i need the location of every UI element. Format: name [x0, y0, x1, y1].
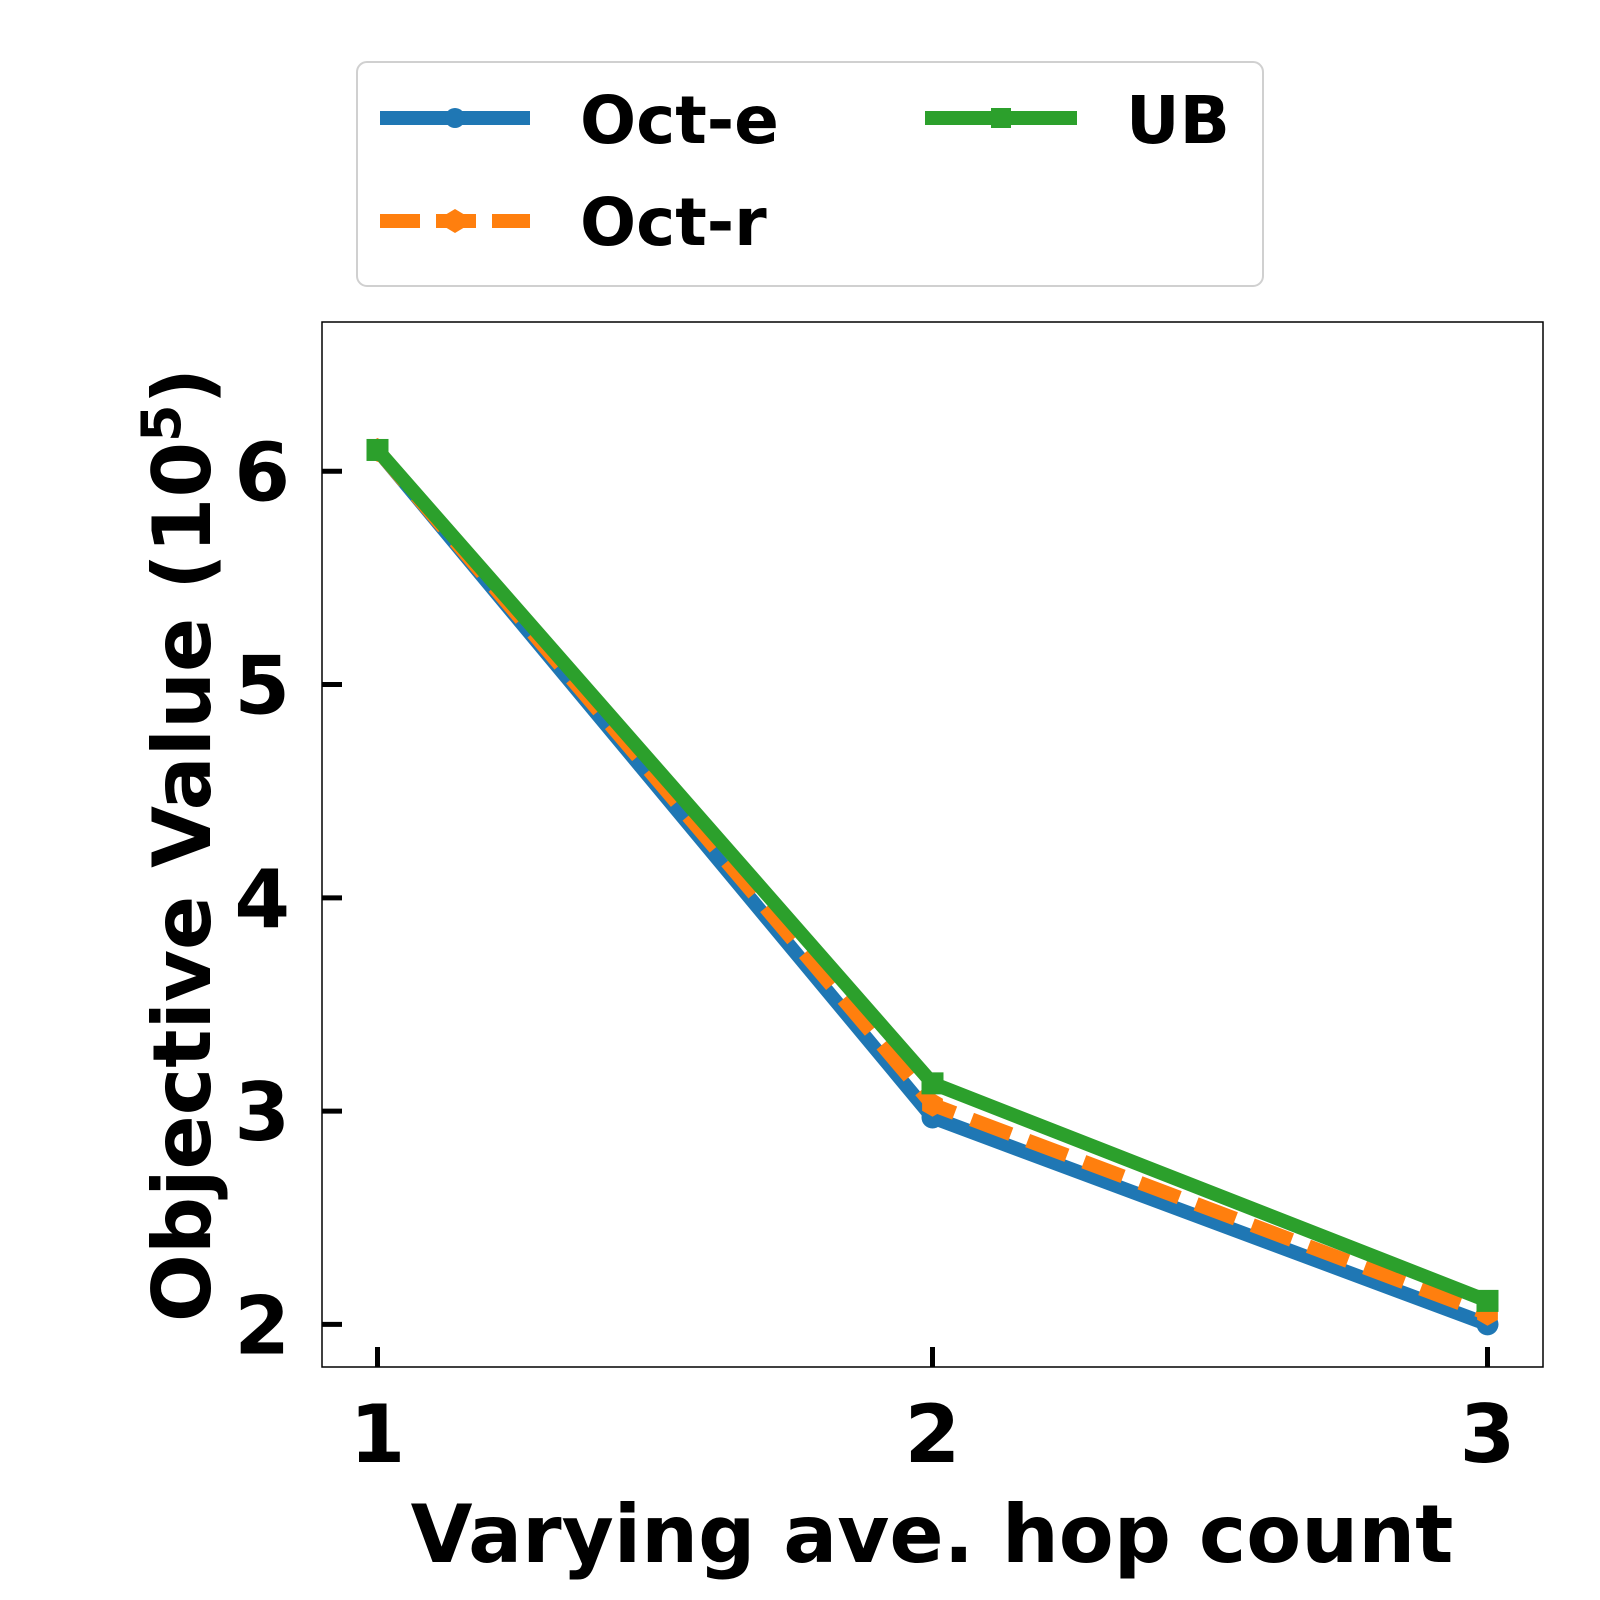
point-ub-3 — [1476, 1289, 1499, 1312]
point-ub-2 — [921, 1072, 944, 1095]
x-axis: 1 2 3 — [350, 1347, 1516, 1481]
legend-entry-oct-e: Oct-e — [380, 82, 779, 159]
y-tick-label-3: 3 — [234, 1066, 290, 1159]
legend-label-oct-r: Oct-r — [580, 184, 767, 261]
legend-entry-oct-r: Oct-r — [380, 184, 767, 261]
legend: Oct-e Oct-r UB — [356, 61, 1264, 287]
x-tick-label-3: 3 — [1460, 1388, 1516, 1481]
point-oct-r-2 — [922, 1092, 943, 1117]
legend-entry-ub: UB — [925, 82, 1230, 159]
y-tick-label-5: 5 — [234, 640, 290, 733]
series-line-oct-e — [372, 445, 1490, 1331]
series-line-oct-r — [372, 445, 1490, 1321]
legend-label-ub: UB — [1126, 82, 1230, 159]
legend-marker-oct-e — [445, 108, 465, 128]
series-line-ub — [372, 445, 1491, 1308]
y-axis-title-main: Objective Value (10 — [136, 442, 229, 1322]
y-axis-title-close: ) — [136, 368, 229, 405]
y-axis-title-exponent: 5 — [130, 404, 193, 442]
y-tick-label-6: 6 — [234, 426, 290, 519]
x-axis-title: Varying ave. hop count — [411, 1488, 1454, 1581]
x-tick-label-1: 1 — [350, 1388, 406, 1481]
y-axis-title: Objective Value (105) — [130, 368, 229, 1322]
y-tick-label-2: 2 — [234, 1279, 290, 1372]
legend-label-oct-e: Oct-e — [580, 82, 779, 159]
y-axis: 2 3 4 5 6 — [234, 426, 342, 1372]
x-tick-label-2: 2 — [905, 1388, 961, 1481]
legend-marker-oct-r — [445, 209, 465, 233]
plot-frame — [321, 321, 1544, 1368]
series-layer — [366, 438, 1499, 1336]
point-ub-1 — [366, 438, 389, 461]
y-tick-label-4: 4 — [234, 853, 290, 946]
legend-marker-ub — [991, 108, 1011, 128]
